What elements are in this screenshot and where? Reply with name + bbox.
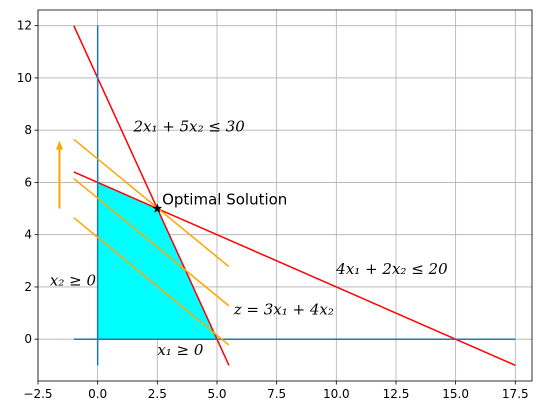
x-tick-label-3: 5.0 (207, 387, 226, 401)
annotation-ann_obj: z = 3x₁ + 4x₂ (233, 300, 334, 318)
series-line-c1 (73, 25, 230, 366)
y-tick-label-6: 12 (17, 19, 32, 33)
annotation-ann_c2: 4x₁ + 2x₂ ≤ 20 (335, 260, 448, 278)
annotation-ann_opt: Optimal Solution (162, 191, 287, 209)
feasible-region-layer (97, 182, 217, 340)
y-tick-label-4: 8 (24, 123, 32, 137)
marker-layer (152, 203, 163, 213)
series-line-c2 (73, 171, 516, 367)
annotation-ann_x2: x₂ ≥ 0 (50, 272, 97, 290)
objective-arrow-head (55, 140, 63, 150)
series-line-obj2 (73, 177, 230, 307)
x-tick-label-2: 2.5 (148, 387, 167, 401)
y-tick-label-5: 10 (17, 71, 32, 85)
y-tick-label-1: 2 (24, 280, 32, 294)
annotation-ann_c1: 2x₁ + 5x₂ ≤ 30 (132, 117, 245, 135)
tick-layer: −2.5 0.0 2.5 5.0 7.5 10.0 12.5 15.0 17.5 0 2 4 6 8 10 1… (17, 19, 529, 401)
x-tick-label-4: 7.5 (267, 387, 286, 401)
axes-frame (37, 9, 533, 382)
series-line-obj3 (73, 138, 230, 268)
y-tick-label-2: 4 (24, 228, 32, 242)
annotation-ann_x1: x₁ ≥ 0 (157, 341, 204, 359)
x-tick-label-1: 0.0 (88, 387, 107, 401)
optimal-point-marker (152, 203, 163, 213)
y-tick-label-0: 0 (24, 332, 32, 346)
x-tick-label-5: 10.0 (323, 387, 350, 401)
x-tick-label-6: 12.5 (383, 387, 410, 401)
feasible-region (97, 182, 217, 340)
series-layer (55, 25, 516, 367)
x-tick-label-0: −2.5 (23, 387, 52, 401)
y-tick-label-3: 6 (24, 175, 32, 189)
series-line-obj1 (73, 217, 230, 346)
x-tick-label-8: 17.5 (502, 387, 529, 401)
annotation-layer: 2x₁ + 5x₂ ≤ 30 Optimal Solution 4x₁ + 2x₂ … (50, 117, 448, 358)
x-tick-label-7: 15.0 (442, 387, 469, 401)
